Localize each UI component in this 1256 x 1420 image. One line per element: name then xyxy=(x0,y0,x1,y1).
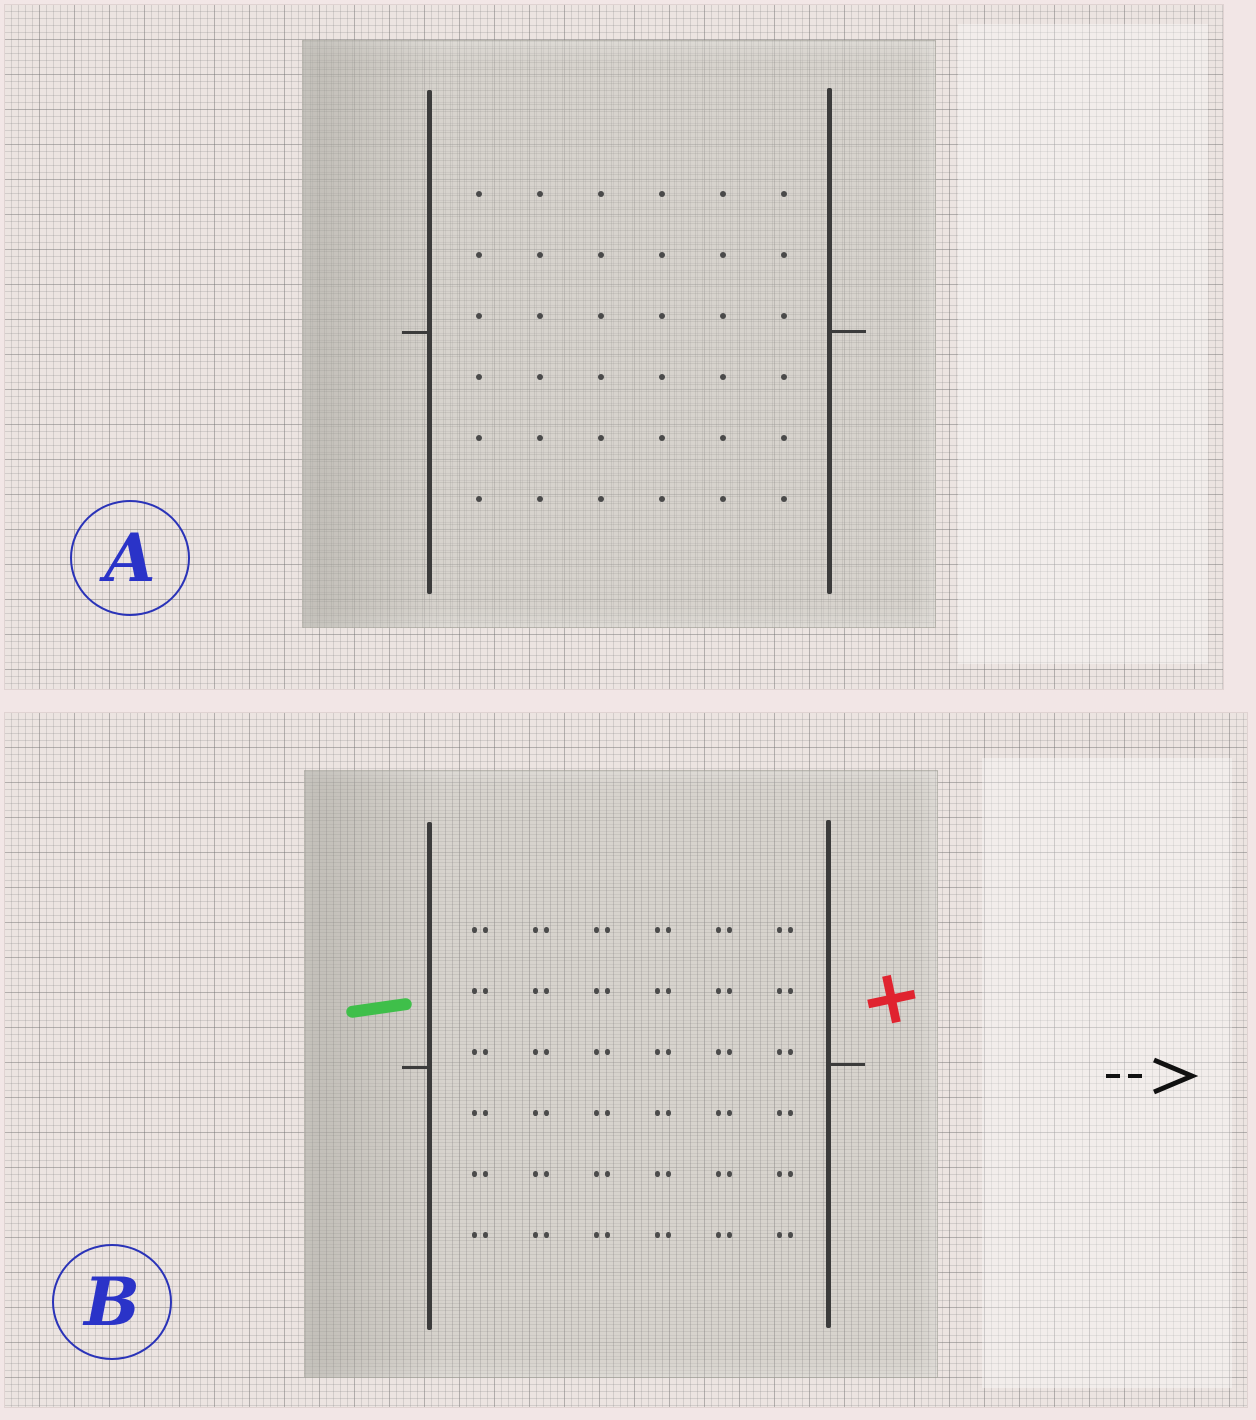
panel-label-a: A xyxy=(70,500,190,616)
well-spot-pair xyxy=(716,1170,732,1178)
well-spot-pair xyxy=(472,1231,488,1239)
panel-label-a-text: A xyxy=(104,519,156,597)
well-spot xyxy=(598,374,604,380)
well-spot-pair xyxy=(716,987,732,995)
well-spot xyxy=(537,435,543,441)
well-spot xyxy=(781,496,787,502)
well-spot xyxy=(720,435,726,441)
well-spot-pair xyxy=(533,1048,549,1056)
well-spot-pair xyxy=(655,1109,671,1117)
well-spot-pair xyxy=(594,1170,610,1178)
well-spot xyxy=(781,252,787,258)
well-spot xyxy=(659,252,665,258)
plus-sign-icon: + xyxy=(850,946,932,1047)
well-spot xyxy=(598,496,604,502)
well-spot-pair xyxy=(655,1170,671,1178)
left-electrode-tick xyxy=(402,331,430,334)
well-spot-pair xyxy=(655,1231,671,1239)
well-spot xyxy=(476,496,482,502)
well-spot-pair xyxy=(472,1109,488,1117)
gel-shadow xyxy=(305,771,445,1377)
gel-shadow xyxy=(303,41,443,627)
well-spot xyxy=(781,435,787,441)
well-spot-pair xyxy=(716,1048,732,1056)
well-spot-pair xyxy=(655,926,671,934)
well-spot xyxy=(720,252,726,258)
well-spot xyxy=(537,313,543,319)
well-spot xyxy=(720,374,726,380)
well-spot-pair xyxy=(533,1231,549,1239)
dashed-arrow-icon xyxy=(1106,1056,1198,1096)
well-spot-pair xyxy=(594,1109,610,1117)
well-spot xyxy=(659,313,665,319)
right-electrode-tick xyxy=(830,330,866,333)
panel-label-b: B xyxy=(52,1244,172,1360)
right-electrode xyxy=(826,820,831,1328)
arrow-dash xyxy=(1106,1074,1120,1078)
well-spot xyxy=(476,435,482,441)
well-spot xyxy=(659,435,665,441)
well-spot xyxy=(781,313,787,319)
well-spot-pair xyxy=(716,1109,732,1117)
well-spot-pair xyxy=(777,987,793,995)
right-electrode-tick xyxy=(829,1063,865,1066)
well-spot xyxy=(781,374,787,380)
well-spot-pair xyxy=(716,1231,732,1239)
well-spot xyxy=(598,435,604,441)
panel-a: A xyxy=(4,4,1224,690)
arrow-dash xyxy=(1128,1074,1142,1078)
gel-slab xyxy=(304,770,938,1378)
well-spot-pair xyxy=(472,926,488,934)
well-spot-pair xyxy=(655,987,671,995)
right-electrode xyxy=(827,88,832,594)
well-spot xyxy=(720,313,726,319)
arrow-head xyxy=(1153,1057,1198,1095)
well-spot-pair xyxy=(472,1170,488,1178)
gel-slab xyxy=(302,40,936,628)
well-spot xyxy=(598,252,604,258)
glass-plate xyxy=(958,24,1208,664)
well-spot xyxy=(476,252,482,258)
well-spot-pair xyxy=(716,926,732,934)
well-spot xyxy=(537,252,543,258)
well-spot-pair xyxy=(777,1170,793,1178)
well-spot xyxy=(720,496,726,502)
well-spot xyxy=(476,374,482,380)
well-spot-pair xyxy=(594,1048,610,1056)
well-spot-pair xyxy=(533,926,549,934)
well-spot-pair xyxy=(777,926,793,934)
well-spot xyxy=(476,191,482,197)
well-spot-pair xyxy=(533,1109,549,1117)
well-spot-pair xyxy=(777,1109,793,1117)
well-spot-pair xyxy=(594,987,610,995)
well-spot-pair xyxy=(533,1170,549,1178)
left-electrode-tick xyxy=(402,1066,430,1069)
well-spot xyxy=(537,374,543,380)
well-spot-pair xyxy=(777,1048,793,1056)
well-spot-pair xyxy=(655,1048,671,1056)
well-spot-pair xyxy=(533,987,549,995)
well-spot-pair xyxy=(594,1231,610,1239)
well-spot xyxy=(781,191,787,197)
panel-label-b-text: B xyxy=(84,1263,140,1341)
well-spot-pair xyxy=(472,987,488,995)
well-spot xyxy=(537,191,543,197)
left-electrode xyxy=(427,90,432,594)
well-spot xyxy=(598,313,604,319)
well-spot xyxy=(659,496,665,502)
well-spot xyxy=(476,313,482,319)
well-spot-pair xyxy=(472,1048,488,1056)
well-spot xyxy=(598,191,604,197)
well-spot xyxy=(537,496,543,502)
well-spot-pair xyxy=(594,926,610,934)
well-spot-pair xyxy=(777,1231,793,1239)
left-electrode xyxy=(427,822,432,1330)
well-spot xyxy=(720,191,726,197)
panel-b: + B xyxy=(4,712,1248,1408)
well-spot xyxy=(659,374,665,380)
well-spot xyxy=(659,191,665,197)
